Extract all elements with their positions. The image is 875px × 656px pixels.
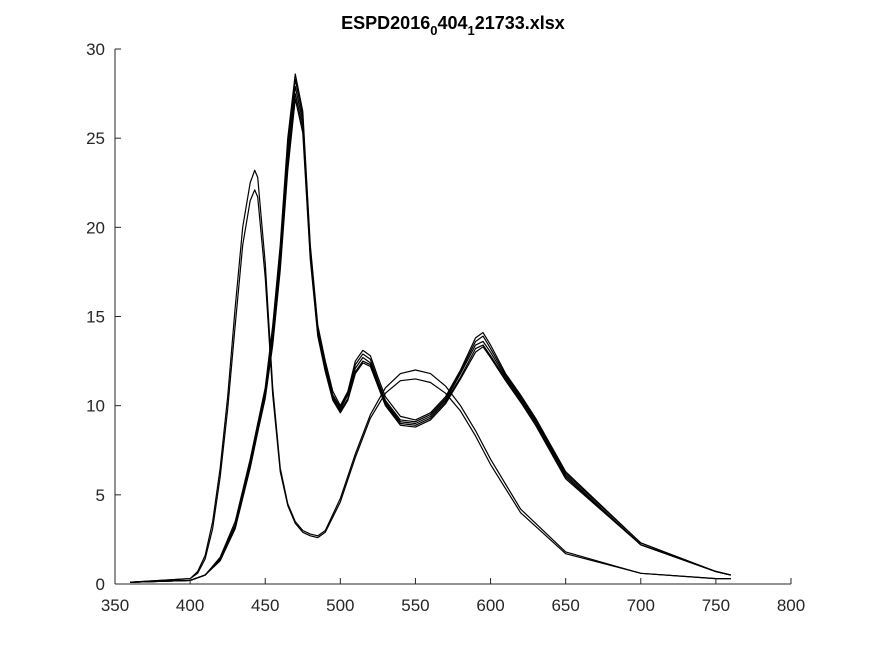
x-tick-label: 400 [176,596,204,615]
y-tick-label: 10 [86,397,105,416]
series-line-2 [130,78,732,583]
title-segment: 21733.xlsx [475,13,565,33]
title-segment: ESPD2016 [341,13,430,33]
series-line-7 [129,189,731,583]
y-tick-label: 0 [96,575,105,594]
y-tick-label: 30 [86,40,105,59]
x-tick-label: 500 [326,596,354,615]
series-line-1 [130,73,732,583]
series-line-4 [130,92,732,583]
y-tick-label: 25 [86,129,105,148]
x-axis-ticks: 350 400 450 500 550 600 650 700 750 800 [101,578,805,615]
x-tick-label: 650 [551,596,579,615]
title-subscript: 1 [468,23,475,38]
series-line-5 [130,98,732,583]
x-tick-label: 350 [101,596,129,615]
title-subscript: 0 [430,23,437,38]
series-line-6 [129,169,731,583]
series-line-3 [130,85,732,583]
x-tick-label: 600 [476,596,504,615]
y-tick-label: 15 [86,308,105,327]
x-tick-label: 700 [627,596,655,615]
x-tick-label: 800 [777,596,805,615]
series-group [129,73,732,583]
title-segment: 404 [437,13,467,33]
x-tick-label: 750 [702,596,730,615]
y-tick-label: 20 [86,218,105,237]
chart-title: ESPD20160404121733.xlsx [341,13,565,38]
y-tick-label: 5 [96,486,105,505]
x-tick-label: 450 [251,596,279,615]
x-tick-label: 550 [401,596,429,615]
y-axis-ticks: 0 5 10 15 20 25 30 [86,40,121,594]
